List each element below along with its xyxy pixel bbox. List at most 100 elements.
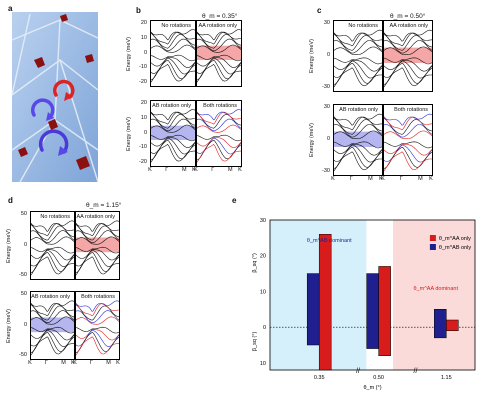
band-line bbox=[384, 59, 432, 72]
bar-ab-0.50 bbox=[366, 273, 379, 349]
y-tick-label: 50 bbox=[20, 290, 27, 297]
band-line bbox=[197, 118, 241, 132]
band-line bbox=[197, 111, 241, 125]
band-line bbox=[197, 33, 241, 49]
panel-b-subplot-4: Both rotations bbox=[196, 100, 242, 167]
band-line bbox=[76, 246, 119, 254]
band-lines bbox=[384, 113, 432, 172]
x-tick-label: K bbox=[148, 167, 152, 173]
x-tick-label: K bbox=[379, 176, 383, 182]
band-line bbox=[151, 54, 195, 62]
panel-b-subplot-3: AB rotation only bbox=[150, 100, 196, 167]
y-tick-label: -10 bbox=[139, 144, 147, 151]
band-lines bbox=[334, 113, 382, 172]
band-line bbox=[76, 300, 119, 312]
x-tick-label: 0.50 bbox=[373, 375, 384, 381]
band-line bbox=[384, 124, 432, 138]
band-line bbox=[197, 143, 241, 163]
x-tick-label: K bbox=[429, 176, 433, 182]
subplot-label: No rotations bbox=[160, 23, 192, 29]
x-tick-label: 1.15 bbox=[441, 375, 452, 381]
band-line bbox=[197, 109, 241, 121]
y-tick-label: 0 bbox=[263, 325, 266, 331]
band-line bbox=[334, 143, 382, 156]
band-line bbox=[151, 143, 195, 163]
band-line bbox=[384, 34, 432, 51]
subplot-label: Both rotations bbox=[80, 294, 116, 300]
axis-break: // bbox=[414, 368, 418, 375]
y-tick-label: -50 bbox=[19, 272, 27, 279]
band-line bbox=[197, 38, 241, 52]
y-tick-label: 10 bbox=[260, 361, 266, 367]
band-line bbox=[31, 249, 74, 261]
band-line bbox=[151, 113, 195, 129]
y-tick-label: 10 bbox=[140, 34, 147, 41]
band-line bbox=[197, 63, 241, 83]
band-line bbox=[197, 124, 241, 133]
band-line bbox=[334, 124, 382, 138]
band-line bbox=[334, 113, 382, 126]
subplot-label: AB rotation only bbox=[31, 294, 71, 300]
panel-c-subplot-4: Both rotations bbox=[383, 104, 433, 176]
band-line bbox=[384, 113, 432, 126]
panel-b-label: b bbox=[136, 6, 141, 15]
band-line bbox=[31, 246, 74, 254]
band-line bbox=[334, 141, 382, 149]
y-tick-label: -20 bbox=[139, 79, 147, 86]
band-line bbox=[151, 63, 195, 83]
y-axis-label-bottom: β_sq (°) bbox=[252, 332, 258, 352]
band-line bbox=[31, 223, 74, 237]
band-line bbox=[31, 303, 74, 317]
subplot-label: AA rotation only bbox=[388, 23, 429, 29]
band-line bbox=[197, 31, 241, 45]
panel-a-label: a bbox=[8, 4, 13, 13]
ab-dominant-annotation: θ_m^AB dominant bbox=[307, 238, 352, 244]
band-line bbox=[334, 40, 382, 54]
y-tick-label: 10 bbox=[140, 114, 147, 121]
band-lines bbox=[334, 29, 382, 88]
axes-frame bbox=[269, 219, 476, 371]
x-tick-label: K bbox=[28, 360, 32, 366]
panel-d-subplot-2: AA rotation only bbox=[75, 211, 120, 280]
band-lines bbox=[76, 300, 119, 356]
band-line bbox=[151, 134, 195, 142]
y-tick-label: 0 bbox=[23, 241, 27, 248]
legend-swatch bbox=[429, 244, 436, 250]
band-line bbox=[76, 249, 119, 261]
y-tick-label: -30 bbox=[322, 168, 330, 175]
subplot-label: AA rotation only bbox=[76, 214, 116, 220]
x-tick-label: M bbox=[182, 167, 187, 173]
band-lines bbox=[31, 300, 74, 356]
x-tick-label: Γ bbox=[165, 167, 169, 173]
band-line bbox=[31, 316, 74, 325]
x-tick-label: K bbox=[192, 167, 196, 173]
x-tick-label: M bbox=[106, 360, 111, 366]
band-line bbox=[197, 57, 241, 68]
y-tick-label: 10 bbox=[260, 289, 266, 295]
panel-d-subplot-3: AB rotation only bbox=[30, 291, 75, 360]
band-line bbox=[76, 220, 119, 232]
legend-swatch bbox=[429, 235, 436, 241]
band-line bbox=[76, 236, 119, 245]
flat-band-shading bbox=[151, 125, 195, 140]
y-tick-label: 0 bbox=[326, 136, 330, 142]
band-line bbox=[197, 29, 241, 41]
panel-c-subplot-3: AB rotation only bbox=[333, 104, 383, 176]
band-line bbox=[334, 59, 382, 72]
band-line bbox=[384, 40, 432, 54]
band-line bbox=[31, 256, 74, 276]
band-line bbox=[334, 151, 382, 172]
x-tick-label: Γ bbox=[44, 360, 48, 366]
panel-d-title: θ_m = 1.15° bbox=[86, 202, 122, 209]
aa-dominant-annotation: θ_m^AA dominant bbox=[414, 286, 459, 292]
subplot-label: AA rotation only bbox=[197, 23, 238, 29]
bar-aa-0.50 bbox=[378, 266, 391, 356]
y-tick-label: -20 bbox=[139, 159, 147, 166]
y-tick-label: -50 bbox=[19, 352, 27, 359]
panel-b-title: θ_m = 0.35° bbox=[202, 13, 238, 20]
band-line bbox=[384, 116, 432, 131]
band-line bbox=[197, 44, 241, 53]
x-tick-label: Γ bbox=[89, 360, 93, 366]
bar-aa-1.15 bbox=[446, 319, 459, 331]
